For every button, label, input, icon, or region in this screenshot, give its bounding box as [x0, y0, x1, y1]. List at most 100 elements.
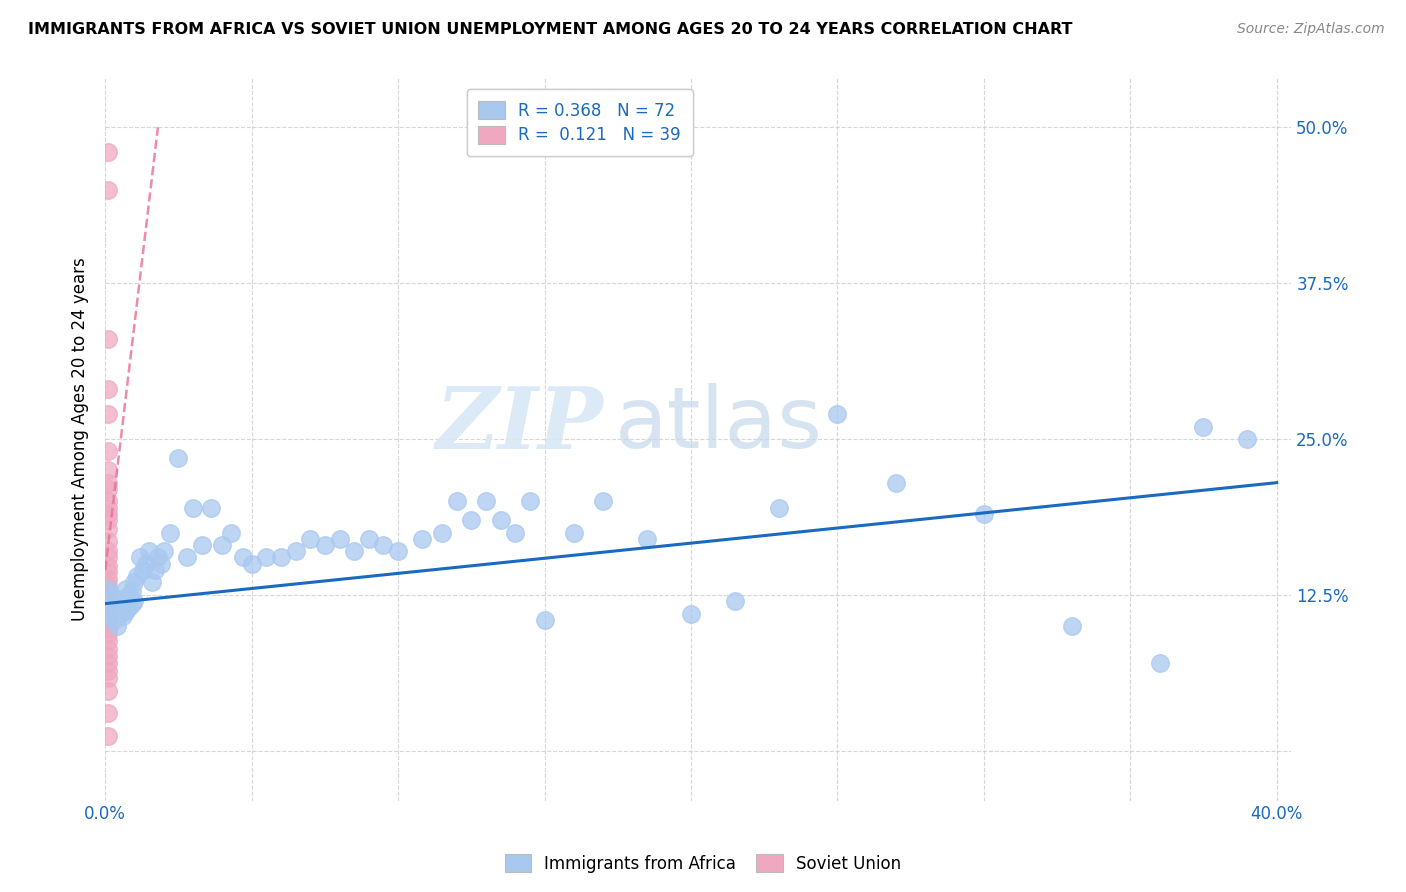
Point: [97, 706, 120, 721]
Point: [240, 557, 263, 571]
Point: [97, 507, 120, 521]
Point: [1192, 419, 1215, 434]
Point: [97, 664, 120, 678]
Point: [97, 183, 120, 197]
Point: [97, 634, 120, 648]
Point: [211, 538, 233, 552]
Point: [460, 513, 482, 527]
Point: [146, 550, 169, 565]
Point: [111, 609, 134, 624]
Point: [108, 607, 131, 621]
Point: [97, 145, 120, 160]
Point: [97, 513, 120, 527]
Point: [117, 600, 139, 615]
Point: [884, 475, 907, 490]
Point: [97, 475, 120, 490]
Point: [141, 575, 163, 590]
Point: [167, 450, 190, 465]
Point: [314, 538, 336, 552]
Point: [1236, 432, 1258, 446]
Point: [97, 550, 120, 565]
Point: [97, 522, 120, 536]
Point: [387, 544, 409, 558]
Point: [219, 525, 242, 540]
Point: [100, 607, 122, 621]
Point: [129, 550, 152, 565]
Point: [97, 626, 120, 640]
Point: [97, 591, 120, 606]
Point: [1060, 619, 1083, 633]
Point: [1149, 657, 1171, 671]
Point: [411, 532, 433, 546]
Point: [97, 444, 120, 458]
Point: [97, 578, 120, 592]
Point: [328, 532, 350, 546]
Point: [636, 532, 658, 546]
Point: [105, 600, 128, 615]
Point: [533, 613, 555, 627]
Text: ZIP: ZIP: [436, 383, 603, 467]
Point: [103, 613, 125, 627]
Point: [97, 648, 120, 663]
Point: [149, 557, 172, 571]
Text: Source: ZipAtlas.com: Source: ZipAtlas.com: [1237, 22, 1385, 37]
Point: [97, 494, 120, 508]
Point: [97, 482, 120, 496]
Point: [97, 684, 120, 698]
Point: [138, 544, 160, 558]
Point: [97, 559, 120, 574]
Point: [97, 672, 120, 686]
Point: [299, 532, 322, 546]
Point: [159, 525, 181, 540]
Point: [117, 588, 139, 602]
Point: [373, 538, 395, 552]
Point: [827, 407, 849, 421]
Point: [503, 525, 526, 540]
Point: [973, 507, 995, 521]
Point: [430, 525, 453, 540]
Point: [103, 594, 125, 608]
Point: [97, 657, 120, 671]
Point: [97, 603, 120, 617]
Point: [97, 463, 120, 477]
Point: [97, 500, 120, 515]
Point: [357, 532, 380, 546]
Point: [135, 557, 157, 571]
Point: [97, 616, 120, 631]
Point: [105, 619, 128, 633]
Point: [97, 382, 120, 396]
Point: [768, 500, 790, 515]
Point: [143, 563, 166, 577]
Point: [191, 538, 214, 552]
Text: IMMIGRANTS FROM AFRICA VS SOVIET UNION UNEMPLOYMENT AMONG AGES 20 TO 24 YEARS CO: IMMIGRANTS FROM AFRICA VS SOVIET UNION U…: [28, 22, 1073, 37]
Point: [152, 544, 174, 558]
Point: [127, 569, 149, 583]
Text: atlas: atlas: [616, 383, 824, 466]
Point: [132, 563, 155, 577]
Point: [679, 607, 702, 621]
Point: [121, 597, 143, 611]
Point: [270, 550, 292, 565]
Point: [97, 729, 120, 743]
Point: [121, 584, 143, 599]
Point: [446, 494, 468, 508]
Point: [97, 600, 120, 615]
Point: [724, 594, 747, 608]
Point: [124, 575, 146, 590]
Point: [114, 582, 136, 596]
Point: [97, 641, 120, 656]
Point: [232, 550, 254, 565]
Point: [111, 591, 134, 606]
Y-axis label: Unemployment Among Ages 20 to 24 years: Unemployment Among Ages 20 to 24 years: [72, 257, 89, 621]
Point: [562, 525, 585, 540]
Point: [97, 611, 120, 625]
Point: [592, 494, 614, 508]
Point: [489, 513, 512, 527]
Legend: R = 0.368   N = 72, R =  0.121   N = 39: R = 0.368 N = 72, R = 0.121 N = 39: [467, 89, 693, 156]
Point: [343, 544, 366, 558]
Point: [97, 607, 120, 621]
Point: [254, 550, 277, 565]
Point: [97, 597, 120, 611]
Point: [176, 550, 198, 565]
Point: [181, 500, 204, 515]
